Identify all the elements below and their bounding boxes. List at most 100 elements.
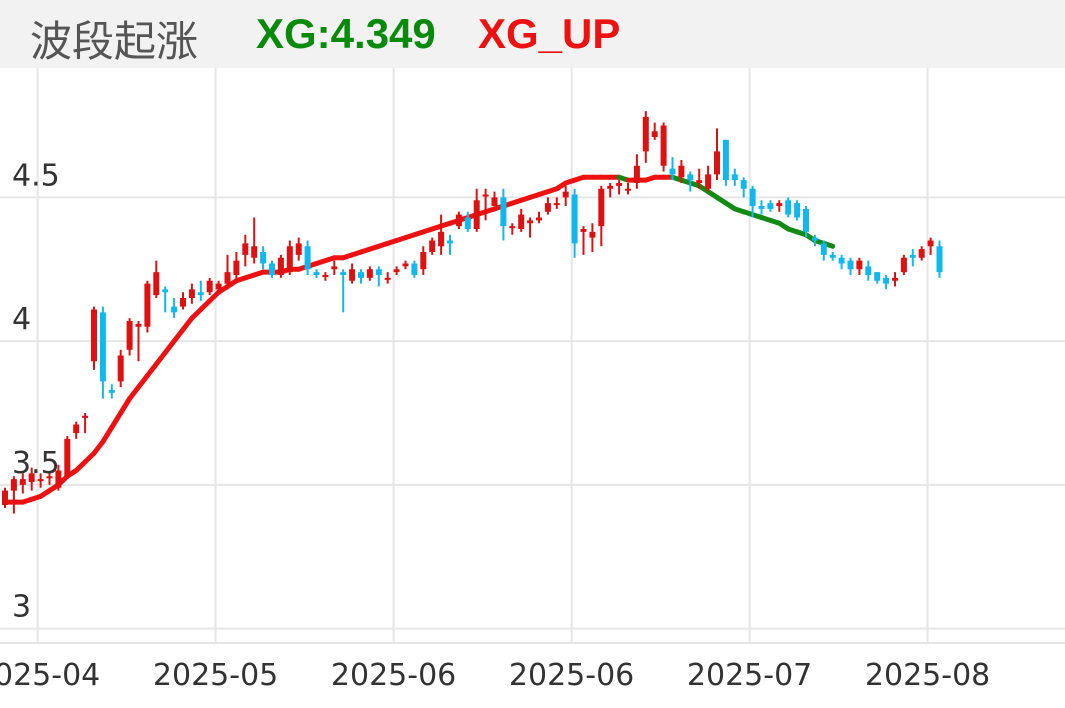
candle-body xyxy=(37,479,44,482)
candle xyxy=(785,197,792,218)
candle xyxy=(464,211,471,232)
candle-body xyxy=(295,243,302,255)
candle xyxy=(91,306,97,370)
x-tick-label: 2025-07 xyxy=(687,658,812,693)
candle-body xyxy=(73,424,80,434)
candle xyxy=(2,487,8,508)
xg-value-label: XG:4.349 xyxy=(256,10,436,57)
candle-body xyxy=(633,165,640,183)
candle-body xyxy=(64,438,71,477)
candle xyxy=(126,318,133,356)
candle-body xyxy=(473,200,480,229)
x-tick-label: 2025-05 xyxy=(153,658,278,693)
candle xyxy=(46,473,53,485)
candle xyxy=(847,257,854,275)
candle-body xyxy=(233,260,240,275)
candle-body xyxy=(215,283,222,290)
candle-body xyxy=(838,257,845,264)
candle xyxy=(55,464,62,491)
candle xyxy=(340,269,347,313)
candle xyxy=(482,188,489,221)
y-axis: 3 3.5 4 4.5 xyxy=(12,158,60,624)
candle xyxy=(286,240,293,275)
x-tick-label: 2025-06 xyxy=(509,658,634,693)
candle-body xyxy=(375,269,382,275)
candle xyxy=(349,263,356,284)
candle-body xyxy=(171,306,178,313)
candle-body xyxy=(447,240,453,244)
candle-body xyxy=(429,240,436,252)
candle xyxy=(277,254,284,278)
candle xyxy=(500,188,507,241)
candle xyxy=(224,254,231,290)
candle xyxy=(73,421,80,439)
candle-body xyxy=(180,298,186,307)
candle xyxy=(162,286,169,313)
candle-body xyxy=(304,246,311,270)
candle-body xyxy=(580,229,587,232)
candle xyxy=(580,226,587,255)
candle-body xyxy=(55,470,62,488)
candle xyxy=(393,266,400,275)
y-tick-label: 3.5 xyxy=(12,446,60,481)
candle-body xyxy=(260,252,267,264)
candle xyxy=(883,275,890,290)
candle xyxy=(607,183,614,198)
candle xyxy=(811,234,818,247)
candle-body xyxy=(162,289,169,293)
candle-body xyxy=(420,252,427,270)
candle xyxy=(188,283,195,304)
candle-body xyxy=(883,277,890,284)
candle-body xyxy=(598,188,605,227)
candle-body xyxy=(740,180,747,189)
candle-body xyxy=(616,183,623,186)
candle-body xyxy=(10,479,17,491)
candle-body xyxy=(242,243,249,255)
candle-body xyxy=(135,323,142,327)
candle xyxy=(794,200,801,221)
candle-body xyxy=(544,203,551,212)
candle-body xyxy=(358,272,364,278)
candle xyxy=(402,260,409,270)
candle xyxy=(518,208,525,232)
candle xyxy=(304,240,311,275)
candle xyxy=(589,223,596,252)
candle-body xyxy=(411,263,418,275)
xg-up-label: XG_UP xyxy=(478,10,621,57)
candle-body xyxy=(509,226,516,229)
xg-line xyxy=(2,174,836,505)
candle xyxy=(295,237,302,261)
candle-body xyxy=(696,180,703,183)
candle-body xyxy=(722,139,729,181)
candle-body xyxy=(464,217,471,229)
candle-body xyxy=(91,309,97,362)
candle xyxy=(322,272,329,281)
candle-body xyxy=(892,277,898,281)
candle xyxy=(473,188,480,232)
candle-body xyxy=(277,257,284,275)
candle xyxy=(633,154,640,189)
x-tick-label: 2025-08 xyxy=(865,658,990,693)
candle-body xyxy=(366,269,373,278)
candle xyxy=(206,277,213,296)
candle xyxy=(242,234,249,267)
candle xyxy=(642,111,649,163)
candle xyxy=(375,266,382,287)
indicator-title: 波段起涨 xyxy=(30,17,199,66)
candle-body xyxy=(856,260,863,270)
candle xyxy=(598,185,605,247)
candle-body xyxy=(393,269,400,273)
candles xyxy=(2,111,943,514)
candle xyxy=(366,266,373,281)
candle xyxy=(233,252,240,281)
candle xyxy=(197,280,204,301)
candle xyxy=(358,269,364,284)
candle xyxy=(527,217,534,238)
candle xyxy=(509,223,516,235)
candle xyxy=(803,206,809,238)
candle-body xyxy=(527,220,534,224)
candle xyxy=(10,476,17,514)
candle-body xyxy=(553,203,560,206)
candle xyxy=(135,321,142,362)
